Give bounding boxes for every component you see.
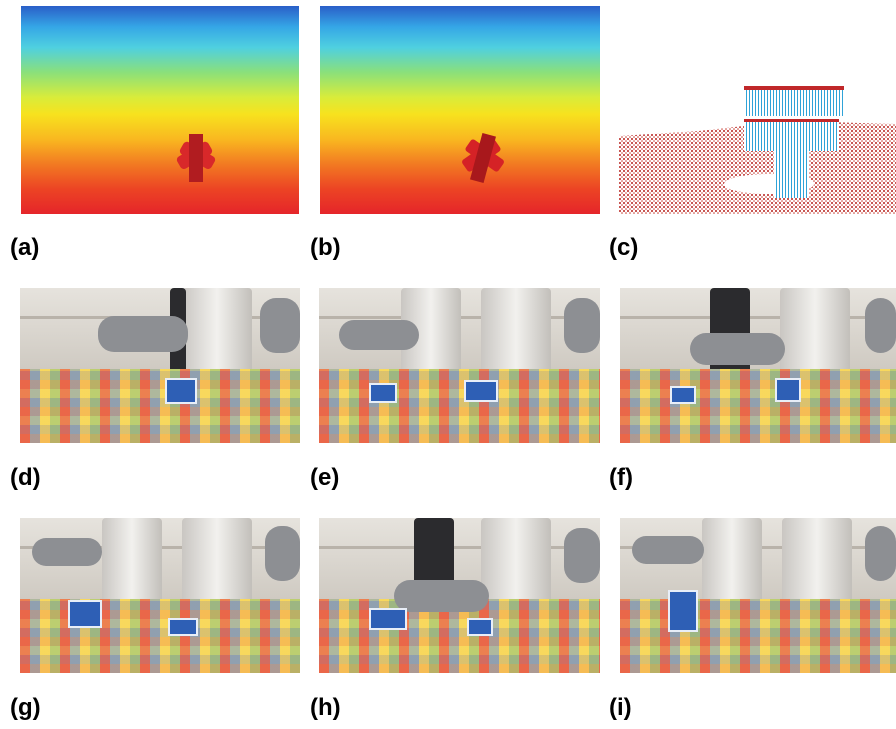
label-h: (h) [310,694,341,721]
robot-photo-f [620,288,896,443]
label-b: (b) [310,234,341,261]
label-a: (a) [10,234,40,261]
label-g: (g) [10,694,41,721]
robot-photo-e [319,288,600,443]
depth-image-simulated [320,6,600,214]
label-f: (f) [609,464,633,491]
robot-photo-d [20,288,300,443]
depth-image-real [21,6,299,214]
label-e: (e) [310,464,340,491]
robot-photo-g [20,518,300,673]
object-blob-icon [462,133,504,183]
robot-photo-i [620,518,896,673]
label-d: (d) [10,464,41,491]
object-blob-icon [176,134,216,182]
robot-photo-h [319,518,600,673]
label-i: (i) [609,694,632,721]
point-cloud-icon [619,86,896,214]
label-c: (c) [609,234,639,261]
point-cloud-view [619,6,896,214]
